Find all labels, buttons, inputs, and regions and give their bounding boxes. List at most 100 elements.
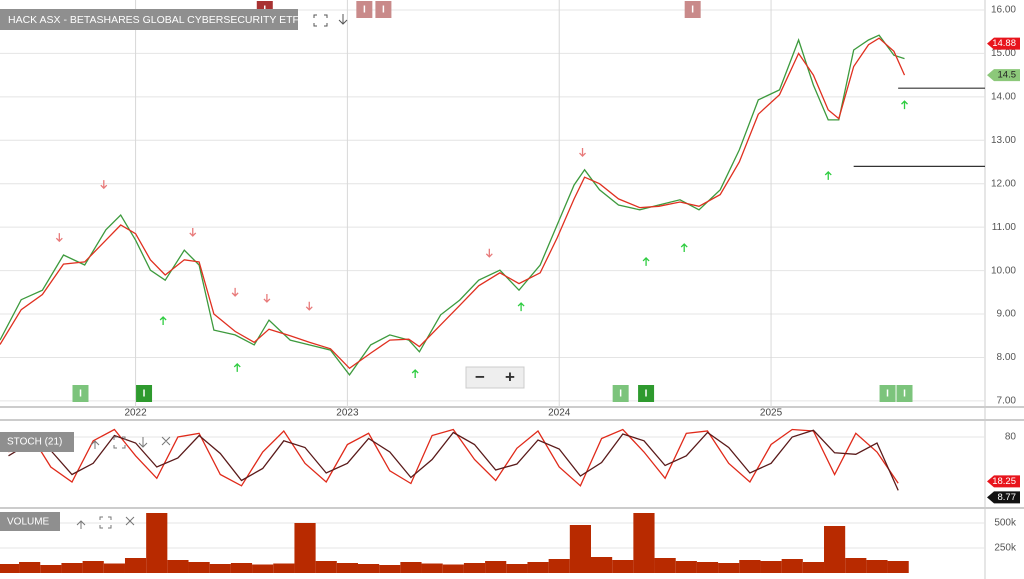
volume-bar [209,564,231,573]
volume-bar [696,562,719,573]
volume-bar [273,563,295,573]
event-label: I [886,389,889,400]
series-line [8,428,899,487]
price-badge-label: 14.5 [998,70,1017,81]
signal-arrow [579,148,586,157]
title-box [0,9,298,30]
signal-arrow [680,243,688,253]
event-marker [684,1,701,18]
y-tick-label: 250k [994,543,1017,554]
x-tick-label: 2022 [124,408,147,419]
y-tick-label: 16.00 [991,5,1016,16]
volume-bar [82,561,104,573]
download-icon[interactable] [338,14,348,25]
signal-arrow [411,369,419,378]
volume-bar [315,561,337,573]
chart-title: HACK ASX - BETASHARES GLOBAL CYBERSECURI… [8,14,299,26]
volume-bar [506,564,528,573]
signal-arrow [100,180,108,190]
signal-arrow [642,257,650,266]
signal-arrow [485,248,493,258]
event-marker [612,385,629,402]
event-label: I [363,5,366,16]
pane-label: VOLUME [7,517,50,528]
x-tick-label: 2025 [760,408,783,419]
volume-bar [612,560,634,573]
pane-label: STOCH (21) [7,437,62,448]
volume-bar [0,564,20,573]
event-label: I [143,389,146,400]
zoom-in[interactable]: + [505,367,515,386]
y-tick-label: 11.00 [992,222,1017,233]
event-label: I [382,5,385,16]
y-tick-label: 500k [994,518,1017,529]
volume-bar [485,561,507,573]
volume-bar [802,562,825,573]
pane-label-box [0,512,60,531]
price-badge [987,475,1020,488]
series-line [8,429,899,491]
volume-bar [230,563,253,573]
volume-bar [124,558,147,573]
zoom-out[interactable]: − [475,367,485,386]
series-line [0,34,905,376]
signal-arrow [233,362,241,372]
y-tick-label: 9.00 [997,309,1017,320]
volume-bar [591,557,613,573]
volume-bar [824,526,846,573]
volume-bar [146,513,168,573]
volume-bar [463,563,486,573]
event-label: I [691,5,694,16]
price-badge [987,69,1020,82]
signal-arrow [263,293,271,303]
volume-bar [760,561,782,573]
volume-bar [527,562,549,573]
volume-bar [103,563,125,573]
event-marker [136,385,153,402]
volume-bar [400,562,422,573]
y-tick-label: 14.00 [991,92,1016,103]
y-tick-label: 12.00 [991,178,1016,189]
volume-bar [781,559,803,573]
fullscreen-icon[interactable] [313,14,328,27]
event-marker [896,385,913,402]
price-badge [987,37,1020,50]
y-tick-label: 10.00 [991,265,1016,276]
event-label: I [903,389,906,400]
volume-bar [675,561,697,573]
y-tick-label: 80 [1005,432,1017,443]
volume-bar [718,563,740,573]
y-tick-label: 8.00 [997,352,1017,363]
volume-bar [633,513,655,573]
volume-bar [739,560,761,573]
volume-bar [294,523,316,573]
volume-bar [887,561,909,573]
event-marker [638,385,655,402]
volume-bar [336,563,358,573]
signal-arrow [824,170,832,180]
event-marker [356,1,373,18]
volume-bar [569,525,591,573]
volume-bar [421,563,443,573]
price-badge-label: 8.77 [998,492,1017,503]
event-label: I [645,389,648,400]
volume-bar [654,558,676,573]
signal-arrow [517,302,525,312]
event-marker [72,385,89,402]
event-label: I [619,389,622,400]
pane-icons[interactable] [90,436,171,449]
price-badge-label: 18.25 [992,476,1016,487]
pane-icons[interactable] [76,516,135,529]
volume-bar [188,562,210,573]
event-marker [879,385,896,402]
volume-bar [357,564,380,573]
series-line [0,37,906,370]
volume-bar [442,564,464,573]
volume-bar [167,560,189,573]
signal-arrow [55,233,63,243]
event-marker [375,1,392,18]
y-tick-label: 7.00 [997,396,1017,407]
